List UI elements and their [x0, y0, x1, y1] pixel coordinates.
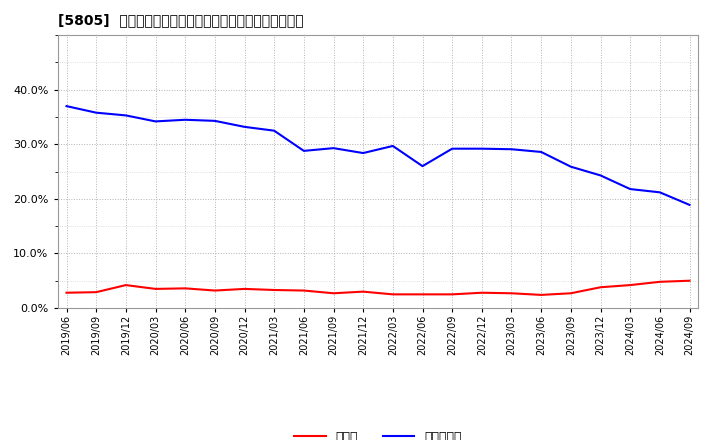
有利子負債: [655, 190, 664, 195]
現頂金: [181, 286, 189, 291]
現頂金: [62, 290, 71, 295]
有利子負債: [300, 148, 308, 154]
Legend: 現頂金, 有利子負債: 現頂金, 有利子負債: [294, 431, 462, 440]
現頂金: [596, 285, 605, 290]
Line: 有利子負債: 有利子負債: [66, 106, 690, 205]
有利子負債: [537, 149, 546, 154]
有利子負債: [92, 110, 101, 115]
Text: [5805]  現頂金、有利子負債の総資産に対する比率の推移: [5805] 現頂金、有利子負債の総資産に対する比率の推移: [58, 13, 303, 27]
有利子負債: [210, 118, 219, 124]
有利子負債: [62, 103, 71, 109]
現頂金: [477, 290, 486, 295]
現頂金: [655, 279, 664, 284]
有利子負債: [122, 113, 130, 118]
現頂金: [92, 290, 101, 295]
現頂金: [270, 287, 279, 293]
現頂金: [567, 291, 575, 296]
Line: 現頂金: 現頂金: [66, 281, 690, 295]
現頂金: [359, 289, 367, 294]
有利子負債: [477, 146, 486, 151]
現頂金: [537, 292, 546, 297]
有利子負債: [270, 128, 279, 133]
有利子負債: [329, 146, 338, 151]
有利子負債: [181, 117, 189, 122]
現頂金: [685, 278, 694, 283]
有利子負債: [240, 124, 249, 129]
有利子負債: [359, 150, 367, 156]
現頂金: [389, 292, 397, 297]
有利子負債: [685, 202, 694, 208]
現頂金: [151, 286, 160, 292]
現頂金: [448, 292, 456, 297]
有利子負債: [448, 146, 456, 151]
現頂金: [210, 288, 219, 293]
有利子負債: [418, 164, 427, 169]
現頂金: [240, 286, 249, 292]
有利子負債: [567, 164, 575, 169]
現頂金: [507, 291, 516, 296]
現頂金: [329, 291, 338, 296]
有利子負債: [626, 187, 634, 192]
現頂金: [626, 282, 634, 288]
現頂金: [300, 288, 308, 293]
現頂金: [122, 282, 130, 288]
有利子負債: [507, 147, 516, 152]
現頂金: [418, 292, 427, 297]
有利子負債: [151, 119, 160, 124]
有利子負債: [596, 173, 605, 178]
有利子負債: [389, 143, 397, 149]
